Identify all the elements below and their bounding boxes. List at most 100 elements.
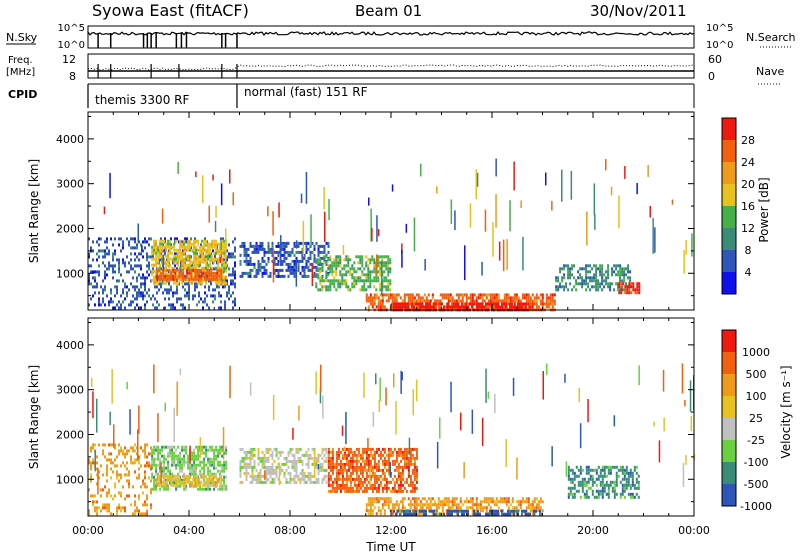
data-cell [409,503,412,507]
data-cell [150,506,152,510]
data-cell [483,299,486,303]
data-cell [251,244,254,248]
data-cell [193,254,196,258]
data-cell [225,448,228,452]
data-cell [383,477,386,481]
data-cell [335,486,338,490]
data-cell [170,237,172,241]
data-cell [551,293,554,297]
data-cell [629,279,632,283]
data-cell [174,237,176,241]
data-cell [375,480,378,484]
data-cell [273,471,276,475]
data-cell [511,512,514,516]
data-cell [114,482,116,486]
data-cell [587,480,590,484]
data-cell [218,306,220,310]
data-cell [283,259,286,263]
data-cell [228,243,230,247]
data-cell [225,263,228,267]
data-cell [497,500,500,504]
data-cell [421,302,423,306]
data-cell [537,509,540,513]
data-cell [439,503,442,507]
data-cell [503,500,506,504]
data-cell [589,474,592,478]
data-cell [247,465,250,469]
data-cell [257,474,260,478]
data-cell [521,302,523,306]
data-cell [429,305,431,309]
data-cell [155,242,158,246]
data-cell [92,258,94,262]
data-cell [165,245,168,249]
data-cell [219,484,222,488]
data-cell [601,492,604,496]
data-cell [201,257,204,261]
data-cell [216,268,219,272]
data-cell [461,305,463,309]
data-cell [94,509,96,513]
data-cell [171,266,174,270]
data-cell [569,477,572,481]
data-streak [272,394,275,420]
data-cell [613,489,616,493]
data-cell [379,282,382,286]
data-cell [232,267,234,271]
data-cell [144,240,146,244]
data-cell [214,255,216,259]
data-cell [305,462,308,466]
data-streak [401,371,403,381]
data-cell [365,296,368,300]
data-cell [387,506,390,510]
data-cell [219,448,222,452]
data-streak [160,462,162,485]
data-streak [137,223,139,243]
data-cell [597,489,600,493]
nsky-label: N.Sky [6,31,38,44]
data-cell [623,495,626,499]
data-cell [377,509,380,513]
data-cell [473,293,476,297]
data-cell [255,477,258,481]
data-cell [257,480,260,484]
data-streak [484,209,487,232]
data-cell [134,494,136,498]
data-cell [497,299,500,303]
data-cell [323,477,326,481]
data-cell [589,270,592,274]
data-cell [122,258,124,262]
data-cell [589,288,592,292]
data-cell [189,275,192,279]
data-streak [272,211,274,236]
data-cell [315,274,318,278]
data-cell [443,512,445,516]
data-cell [371,456,374,460]
data-cell [411,453,414,457]
data-cell [249,274,252,278]
data-cell [207,448,210,452]
data-cell [395,500,398,504]
data-cell [441,500,444,504]
data-cell [159,251,162,255]
data-cell [495,512,497,516]
data-cell [193,463,196,467]
data-cell [203,260,206,264]
data-cell [136,297,138,301]
data-streak [551,201,553,211]
data-cell [309,262,312,266]
data-cell [361,450,364,454]
data-cell [206,294,208,298]
data-streak [129,409,131,435]
data-cell [249,271,252,275]
data-cell [251,447,254,451]
data-cell [363,462,366,466]
data-cell [249,256,252,260]
data-cell [241,480,244,484]
data-cell [203,254,206,258]
data-cell [124,306,126,310]
data-cell [177,254,180,258]
data-cell [166,291,168,295]
data-cell [171,448,174,452]
data-cell [243,456,246,460]
